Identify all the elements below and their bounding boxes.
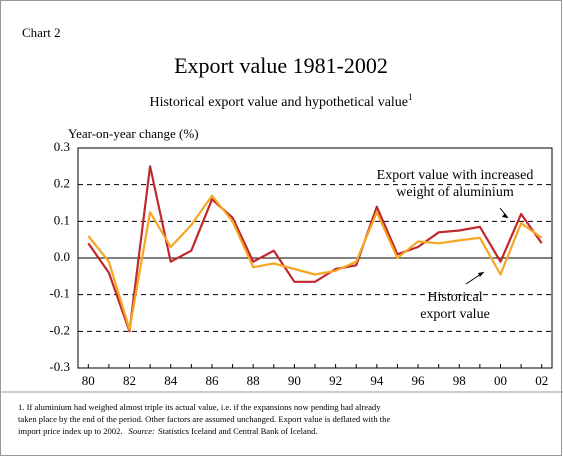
series-line	[87, 194, 543, 331]
x-tick-label: 92	[329, 373, 342, 388]
subtitle-note: 1	[408, 92, 413, 102]
footnote: import price index up to 2002. Source: Sta…	[18, 426, 318, 436]
subtitle-text: Historical export value and hypothetical…	[149, 95, 408, 110]
x-tick-label: 00	[494, 373, 507, 388]
y-tick-label: -0.3	[49, 359, 70, 374]
footnote-text: import price index up to 2002.	[18, 426, 123, 436]
x-tick-label: 84	[164, 373, 178, 388]
footnote-text: Statistics Iceland and Central Bank of I…	[158, 426, 318, 436]
arrowhead	[478, 272, 484, 277]
series-line	[87, 165, 543, 333]
chart-title: Export value 1981-2002	[174, 53, 388, 78]
x-tick-label: 96	[412, 373, 426, 388]
x-tick-label: 98	[453, 373, 466, 388]
footnote: taken place by the end of the period. Ot…	[18, 414, 390, 424]
series-annotation: Export value with increased	[377, 168, 534, 183]
chart-label: Chart 2	[22, 25, 61, 40]
chart-subtitle: Historical export value and hypothetical…	[149, 92, 412, 110]
series-annotation: export value	[420, 307, 490, 322]
y-tick-label: 0.2	[54, 176, 70, 191]
x-tick-label: 90	[288, 373, 301, 388]
footnote-source: Source:	[129, 426, 156, 436]
x-tick-label: 80	[82, 373, 95, 388]
y-tick-label: -0.1	[49, 286, 70, 301]
arrowhead	[502, 213, 508, 218]
series-annotation: weight of aluminium	[396, 185, 514, 200]
x-tick-label: 94	[370, 373, 384, 388]
y-tick-label: 0.1	[54, 212, 70, 227]
x-tick-label: 02	[535, 373, 548, 388]
series-annotation: Historical	[427, 290, 482, 305]
y-tick-label: 0.0	[54, 249, 70, 264]
y-tick-label: 0.3	[54, 139, 70, 154]
x-tick-label: 88	[247, 373, 260, 388]
y-tick-label: -0.2	[49, 322, 70, 337]
x-tick-label: 86	[205, 373, 219, 388]
footnote: 1. If aluminium had weighed almost tripl…	[18, 402, 381, 412]
y-axis-label: Year-on-year change (%)	[68, 126, 199, 141]
x-tick-label: 82	[123, 373, 136, 388]
